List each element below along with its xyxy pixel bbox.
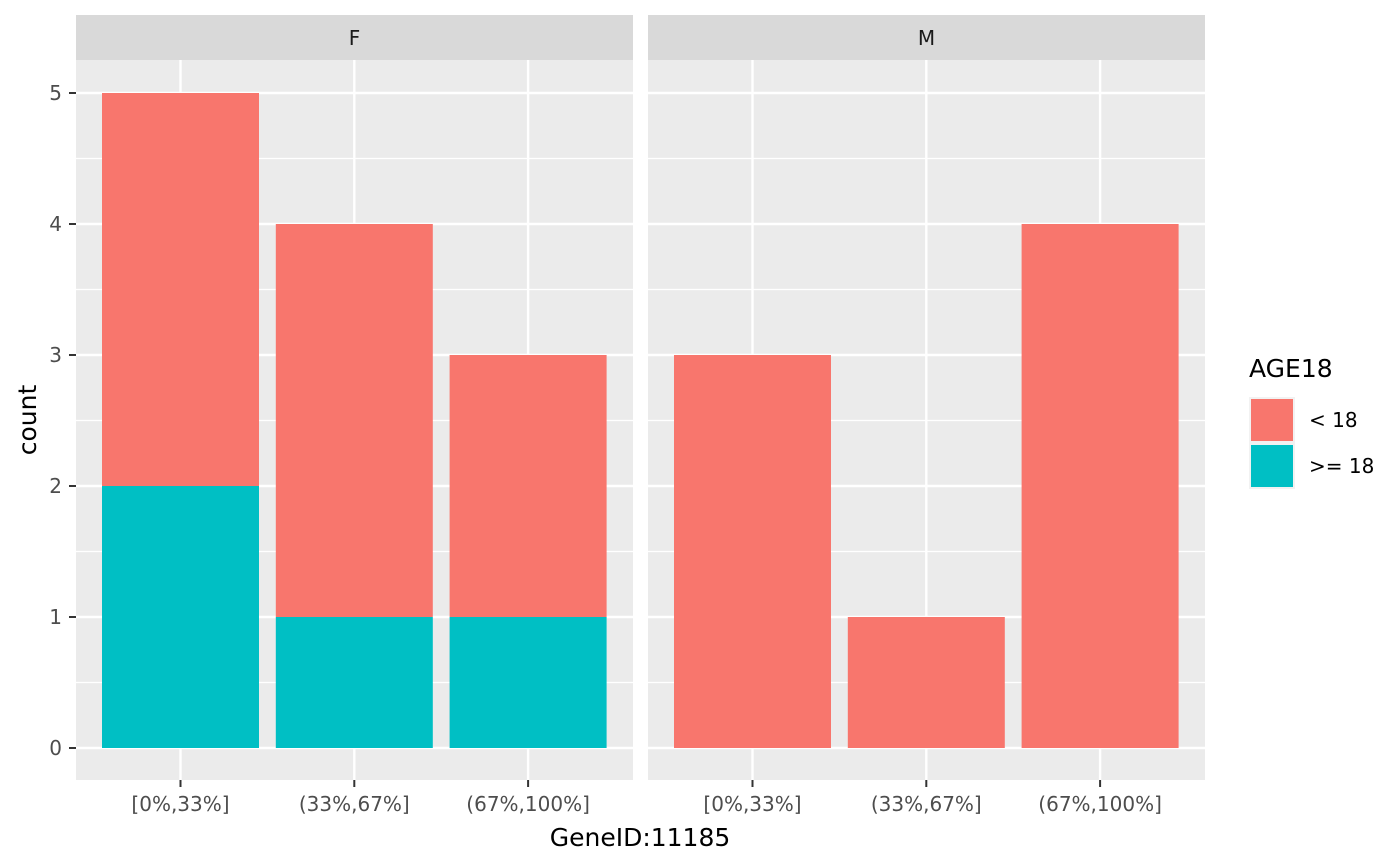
y-axis: 0 1 2 3 4 5 (49, 81, 76, 760)
legend-label-0: < 18 (1309, 408, 1358, 432)
legend-key-1 (1251, 445, 1293, 487)
y-tick-label: 3 (49, 343, 62, 367)
y-tick-label: 0 (49, 736, 62, 760)
y-axis-title: count (13, 385, 42, 456)
y-tick-label: 1 (49, 605, 62, 629)
facet-panels: F [0%,33%] (33%,67%] (67%,100%] M [0%,33%] (33… (76, 15, 1205, 816)
facet-strip-label: M (918, 26, 935, 50)
legend: AGE18 < 18 >= 18 (1249, 354, 1374, 489)
bar-F-2-1 (449, 617, 607, 748)
x-tick-label: (33%,67%] (299, 792, 410, 816)
bar-F-2-0 (449, 355, 607, 617)
legend-title: AGE18 (1249, 354, 1333, 383)
facet-strip (76, 15, 633, 60)
x-tick-label: (67%,100%] (1038, 792, 1162, 816)
bar-M-1-0 (847, 617, 1005, 748)
bar-M-2-0 (1021, 224, 1179, 748)
bar-F-1-0 (275, 224, 433, 617)
facet-strip (648, 15, 1205, 60)
bar-F-0-1 (102, 486, 259, 748)
y-tick-label: 2 (49, 474, 62, 498)
bar-F-1-1 (275, 617, 433, 748)
facet-strip-label: F (349, 26, 361, 50)
bar-F-0-0 (102, 93, 259, 486)
x-axis-title: GeneID:11185 (550, 823, 731, 852)
legend-key-0 (1251, 399, 1293, 441)
legend-label-1: >= 18 (1309, 454, 1374, 478)
facet-panel-F: F [0%,33%] (33%,67%] (67%,100%] (76, 15, 633, 816)
x-tick-label: [0%,33%] (703, 792, 801, 816)
x-tick-label: (67%,100%] (466, 792, 590, 816)
y-tick-label: 4 (49, 212, 62, 236)
x-tick-label: [0%,33%] (131, 792, 229, 816)
x-tick-label: (33%,67%] (871, 792, 982, 816)
facet-panel-M: M [0%,33%] (33%,67%] (67%,100%] (648, 15, 1205, 816)
y-tick-label: 5 (49, 81, 62, 105)
bar-M-0-0 (674, 355, 831, 748)
